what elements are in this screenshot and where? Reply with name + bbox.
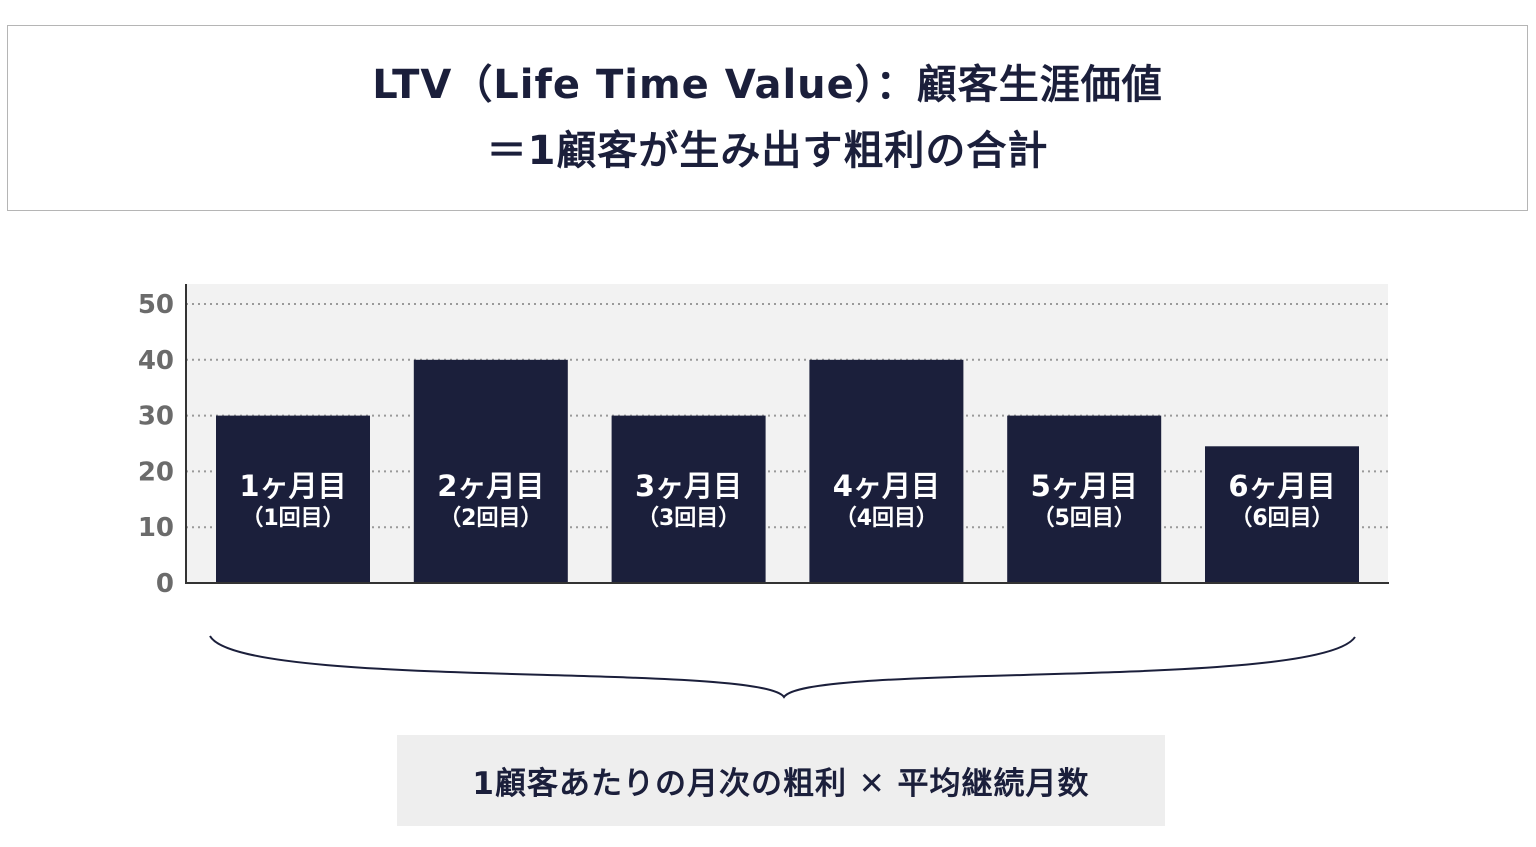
- title-box: LTV（Life Time Value）：顧客生涯価値 ＝1顧客が生み出す粗利の…: [7, 25, 1528, 211]
- title-line-2: ＝1顧客が生み出す粗利の合計: [486, 128, 1049, 174]
- bar-label: 5ヶ月目: [1031, 469, 1138, 503]
- title-line-1: LTV（Life Time Value）：顧客生涯価値: [372, 62, 1163, 108]
- bar-label: 4ヶ月目: [833, 469, 940, 503]
- bar-sublabel: （4回目）: [835, 506, 938, 531]
- y-axis-ticks: 0 10 20 30 40 50: [138, 290, 174, 599]
- bar: [216, 415, 370, 583]
- formula-text: 1顧客あたりの月次の粗利 ✕ 平均継続月数: [472, 766, 1090, 802]
- bar-label: 1ヶ月目: [239, 469, 346, 503]
- plot-area: [186, 284, 1388, 582]
- y-tick-label: 20: [138, 457, 174, 487]
- y-tick-label: 40: [138, 346, 174, 376]
- bar: [809, 359, 964, 583]
- bar-sublabel: （2回目）: [439, 506, 542, 531]
- bar: [1205, 446, 1359, 583]
- bar-sublabel: （5回目）: [1033, 506, 1136, 531]
- bar-sublabel: （3回目）: [637, 506, 740, 531]
- grid-lines: [186, 303, 1388, 529]
- bar-sublabel: （1回目）: [241, 506, 344, 531]
- formula-box: 1顧客あたりの月次の粗利 ✕ 平均継続月数: [397, 735, 1165, 826]
- bar-label: 3ヶ月目: [635, 469, 742, 503]
- bar: [611, 415, 766, 583]
- curly-brace: [209, 635, 1356, 699]
- bars: 1ヶ月目 （1回目） 2ヶ月目 （2回目） 3ヶ月目 （3回目） 4ヶ月目 （4回目） 5ヶ月目…: [216, 359, 1359, 583]
- y-tick-label: 10: [138, 513, 174, 543]
- bar: [413, 359, 568, 583]
- bar: [1007, 415, 1162, 583]
- bar-label: 2ヶ月目: [437, 469, 544, 503]
- y-tick-label: 0: [156, 569, 174, 599]
- y-tick-label: 50: [138, 290, 174, 320]
- bar-chart: 0 10 20 30 40 50 1ヶ月目 （1回目） 2ヶ月目 （2回目） 3ヶ月目 （3回目） 4…: [138, 284, 1389, 699]
- y-tick-label: 30: [138, 402, 174, 432]
- bar-sublabel: （6回目）: [1230, 506, 1333, 531]
- bar-label: 6ヶ月目: [1228, 469, 1335, 503]
